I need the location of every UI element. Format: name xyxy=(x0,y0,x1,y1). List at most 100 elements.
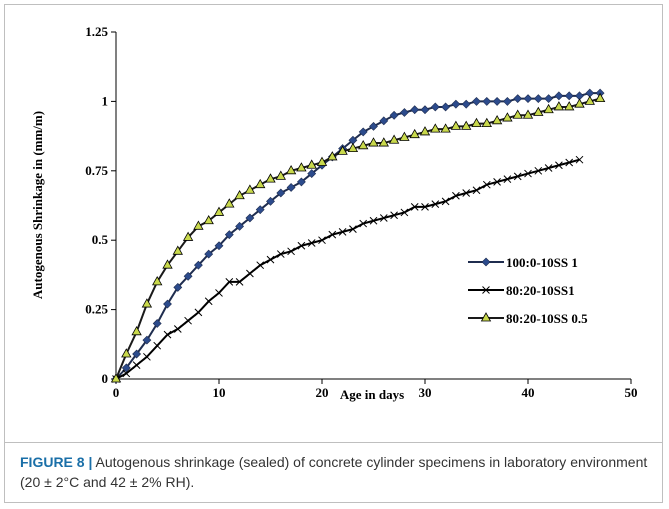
marker xyxy=(369,121,378,131)
marker xyxy=(502,96,512,106)
marker xyxy=(594,92,606,103)
marker xyxy=(286,183,296,192)
marker xyxy=(337,145,348,155)
marker xyxy=(122,369,131,378)
x-tick-label: 40 xyxy=(522,385,535,400)
marker xyxy=(183,271,193,281)
marker xyxy=(244,184,256,194)
y-tick-label: 1.25 xyxy=(85,24,108,39)
marker xyxy=(328,230,337,239)
marker xyxy=(544,164,553,172)
marker xyxy=(245,213,255,223)
marker xyxy=(553,101,565,111)
marker xyxy=(461,99,471,109)
marker xyxy=(131,325,142,336)
marker xyxy=(306,159,317,169)
marker xyxy=(491,115,503,125)
marker xyxy=(256,261,265,270)
marker xyxy=(574,98,585,108)
marker xyxy=(523,94,533,104)
marker xyxy=(121,348,132,358)
marker xyxy=(358,127,368,137)
marker xyxy=(307,239,316,247)
marker xyxy=(141,298,153,308)
marker xyxy=(462,189,471,197)
marker xyxy=(234,189,245,200)
marker xyxy=(369,216,378,225)
marker xyxy=(440,123,451,133)
marker xyxy=(162,259,173,269)
marker xyxy=(152,276,163,286)
x-tick-label: 0 xyxy=(113,385,120,400)
x-tick-label: 20 xyxy=(316,385,329,400)
marker xyxy=(213,206,225,216)
caption-label: FIGURE 8 | xyxy=(20,454,93,470)
marker xyxy=(379,116,389,126)
y-axis-title: Autogenous Shrinkage in (mm/m) xyxy=(30,111,45,299)
marker xyxy=(441,197,450,206)
marker xyxy=(461,120,472,130)
marker xyxy=(203,214,214,225)
figure-frame xyxy=(4,4,663,503)
marker xyxy=(358,140,369,150)
marker xyxy=(503,175,512,183)
x-tick-label: 30 xyxy=(419,385,432,400)
marker xyxy=(204,297,213,306)
marker xyxy=(182,231,194,241)
marker xyxy=(163,330,172,339)
marker xyxy=(533,94,543,104)
marker xyxy=(121,363,131,373)
marker xyxy=(555,161,563,170)
marker xyxy=(378,137,389,147)
x-tick-label: 10 xyxy=(213,385,226,400)
marker xyxy=(368,137,379,147)
marker xyxy=(266,196,275,206)
marker xyxy=(194,308,203,317)
y-tick-label: 1 xyxy=(102,93,109,108)
marker xyxy=(584,95,595,105)
marker xyxy=(389,110,399,120)
marker xyxy=(347,142,359,152)
marker xyxy=(349,225,357,233)
marker xyxy=(564,101,575,111)
marker xyxy=(564,91,574,101)
marker xyxy=(379,214,388,222)
marker xyxy=(399,131,410,141)
marker xyxy=(409,128,420,139)
legend-marker xyxy=(481,257,491,267)
marker xyxy=(110,373,122,383)
marker xyxy=(184,316,192,325)
marker xyxy=(471,117,482,128)
marker xyxy=(287,247,295,256)
marker xyxy=(153,341,162,350)
marker xyxy=(327,151,338,161)
series-line xyxy=(115,158,580,380)
marker xyxy=(421,203,429,211)
marker xyxy=(431,200,440,208)
marker xyxy=(533,106,544,116)
caption: FIGURE 8 | Autogenous shrinkage (sealed)… xyxy=(20,452,650,492)
marker xyxy=(399,108,409,117)
marker xyxy=(193,260,203,270)
marker xyxy=(512,109,523,119)
marker xyxy=(235,221,245,231)
marker xyxy=(276,188,286,198)
y-tick-label: 0 xyxy=(102,371,109,386)
marker xyxy=(172,245,183,255)
marker xyxy=(275,170,286,180)
marker xyxy=(513,172,522,181)
marker xyxy=(400,208,409,217)
marker xyxy=(524,169,532,178)
marker xyxy=(173,325,182,333)
y-tick-label: 0.75 xyxy=(85,163,108,178)
marker xyxy=(142,335,152,345)
marker xyxy=(565,158,574,167)
marker xyxy=(419,126,431,136)
marker xyxy=(390,211,398,220)
marker xyxy=(544,94,554,104)
marker xyxy=(359,219,368,228)
marker xyxy=(265,173,276,183)
legend-marker xyxy=(480,312,492,322)
marker xyxy=(297,241,306,250)
